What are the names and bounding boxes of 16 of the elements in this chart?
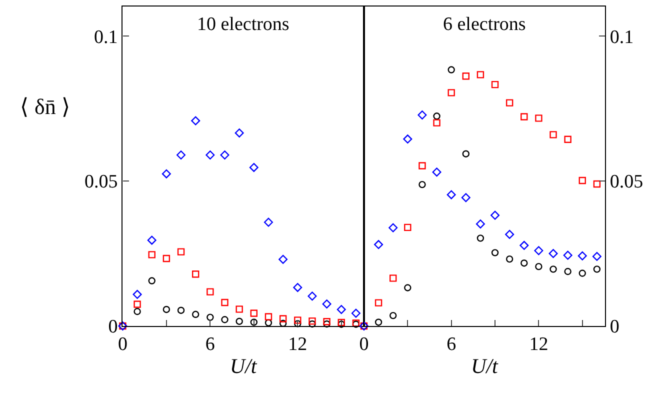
x-tick-label: 12	[529, 334, 548, 355]
y-axis-title: ⟨ δn̄ ⟩	[20, 94, 70, 119]
x-axis-title: U/t	[471, 354, 500, 378]
y-tick-label: 0.1	[94, 26, 118, 48]
x-tick-label: 0	[359, 334, 369, 355]
chart-title: 10 electrons	[197, 14, 290, 35]
x-tick-label: 12	[288, 334, 308, 355]
chart-title: 6 electrons	[443, 14, 526, 35]
x-tick-label: 6	[205, 334, 215, 355]
x-axis-title: U/t	[230, 354, 258, 378]
y-tick-label: 0.1	[610, 26, 634, 48]
x-tick-label: 6	[446, 334, 456, 355]
y-tick-label: 0.05	[610, 172, 644, 193]
y-tick-label: 0	[108, 316, 118, 338]
y-tick-label: 0	[610, 316, 620, 338]
y-tick-label: 0.05	[84, 172, 118, 193]
